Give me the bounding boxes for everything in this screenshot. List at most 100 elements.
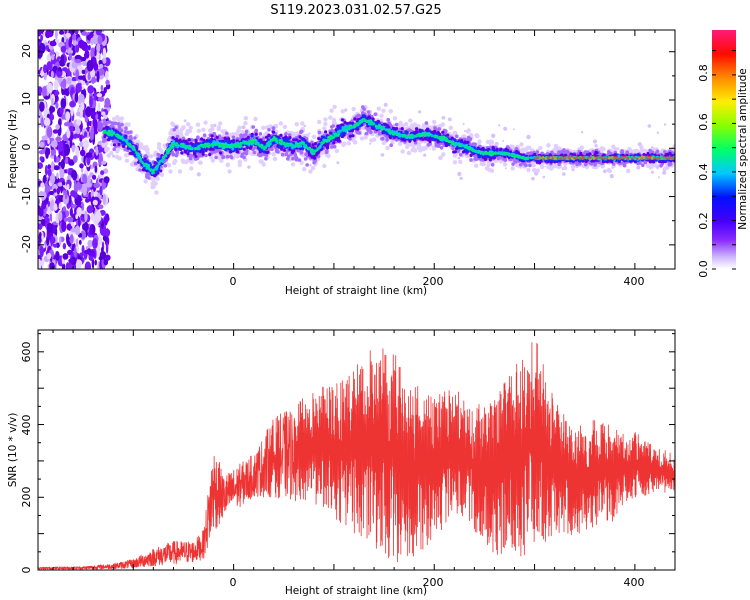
spectrogram-noise-cell [83, 131, 88, 138]
spectrogram-cell [203, 120, 208, 125]
spectrogram-noise-cell [71, 169, 77, 179]
spectrogram-noise-cell [58, 140, 64, 153]
spectrogram-cell [219, 151, 223, 155]
spectrogram-cell [231, 135, 236, 140]
spectrogram-noise-cell [82, 185, 87, 196]
spectrogram-noise-cell [95, 251, 102, 257]
spectrogram-noise-cell [85, 106, 92, 118]
spectrogram-noise-cell [89, 129, 93, 141]
spectrogram-cell [248, 146, 252, 150]
spectrogram-noise-cell [73, 246, 77, 259]
spectrogram-noise-cell [66, 183, 70, 190]
spectrogram-noise-cell [56, 71, 63, 76]
spectrogram-noise-cell [68, 37, 72, 48]
spectrogram-noise-cell [60, 45, 67, 53]
spectrogram-noise-cell [101, 30, 105, 33]
spectrogram-cell [147, 176, 151, 180]
spectrogram-cell [426, 142, 431, 147]
spectrogram-cell [557, 150, 561, 154]
spectrogram-cell [648, 148, 652, 153]
spectrogram-noise-cell [80, 230, 86, 240]
spectrogram-cell [126, 130, 130, 135]
spectrogram-noise-cell [100, 170, 105, 176]
spectrogram-cell [408, 118, 413, 123]
spectrogram-cell [328, 115, 333, 120]
spectrogram-cell [124, 158, 130, 163]
spectrogram-noise-cell [101, 160, 107, 165]
spectrogram-cell [102, 118, 106, 123]
spectrogram-cell [291, 131, 297, 137]
spectrogram-cell [317, 119, 322, 125]
spectrogram-faint-cell [592, 139, 598, 144]
spectrogram-cell [198, 160, 203, 165]
spectrogram-cell [386, 117, 391, 122]
spectrogram-noise-cell [51, 97, 54, 109]
spectrogram-cell [302, 167, 307, 172]
spectrogram-noise-cell [85, 182, 92, 188]
spectrogram-cell [404, 121, 409, 127]
spectrogram-noise-cell [104, 97, 111, 108]
spectrogram-cell [381, 140, 386, 146]
spectrogram-noise-cell [74, 123, 80, 134]
spectrogram-noise-cell [74, 92, 79, 103]
spectrogram-noise-cell [76, 119, 82, 126]
spectrogram-noise-cell [84, 50, 90, 59]
spectrogram-cell [325, 149, 329, 153]
spectrogram-noise-cell [81, 245, 85, 254]
spectrogram-faint-cell [502, 139, 505, 142]
spectrogram-noise-cell [84, 249, 90, 254]
spectrogram-noise-cell [69, 207, 73, 217]
spectrogram-noise-cell [90, 37, 94, 46]
spectrogram-cell [179, 127, 184, 132]
spectrogram-cell [168, 131, 173, 136]
spectrogram-noise-cell [71, 145, 76, 150]
spectrogram-noise-cell [104, 213, 110, 223]
spectrogram-noise-cell [54, 90, 59, 96]
spectrogram-noise-cell [47, 164, 52, 170]
spectrogram-noise-cell [72, 191, 78, 199]
spectrogram-cell [271, 152, 276, 157]
spectrogram-cell [305, 163, 310, 167]
spectrogram-noise-cell [46, 61, 53, 71]
spectrogram-faint-cell [344, 108, 348, 112]
spectrogram-noise-cell [99, 185, 103, 196]
spectrogram-cell [279, 133, 283, 137]
spectrogram-cell [341, 142, 346, 147]
spectrogram-cell [214, 155, 218, 160]
spectrogram-noise-cell [79, 149, 86, 157]
spectrogram-cell [310, 166, 316, 171]
spectrogram-noise-cell [46, 126, 53, 138]
spectrogram-noise-cell [61, 263, 66, 269]
spectrogram-noise-cell [59, 167, 65, 180]
spectrogram-cell [366, 110, 371, 114]
spectrogram-faint-cell [336, 161, 340, 165]
spectrogram-noise-cell [38, 122, 41, 129]
spectrogram-faint-cell [657, 176, 660, 179]
spectrogram-noise-cell [39, 245, 44, 258]
spectrogram-noise-cell [88, 120, 93, 127]
spectrogram-noise-cell [55, 251, 60, 261]
spectrogram-cell [251, 125, 256, 129]
spectrogram-cell [348, 134, 352, 138]
spectrogram-noise-cell [87, 239, 93, 248]
spectrogram-cell [439, 146, 444, 150]
spectrogram-noise-cell [89, 95, 93, 108]
spectrogram-noise-cell [72, 34, 77, 41]
spectrogram-cell [606, 167, 611, 173]
spectrogram-faint-cell [247, 165, 251, 169]
spectrogram-noise-cell [52, 129, 59, 134]
spectrogram-cell [412, 148, 418, 153]
spectrogram-faint-cell [462, 123, 465, 125]
spectrogram-noise-cell [50, 140, 58, 148]
spectrogram-cell [431, 146, 436, 151]
spectrogram-cell [171, 136, 175, 140]
spectrogram-noise-cell [92, 199, 98, 206]
spectrogram-noise-cell [102, 194, 107, 205]
spectrogram-faint-cell [647, 124, 652, 128]
spectrogram-noise-cell [103, 176, 110, 184]
spectrogram-cell [562, 165, 568, 171]
spectrogram-noise-cell [87, 85, 95, 94]
spectrogram-cell [487, 167, 492, 172]
spectrogram-noise-cell [97, 120, 104, 131]
